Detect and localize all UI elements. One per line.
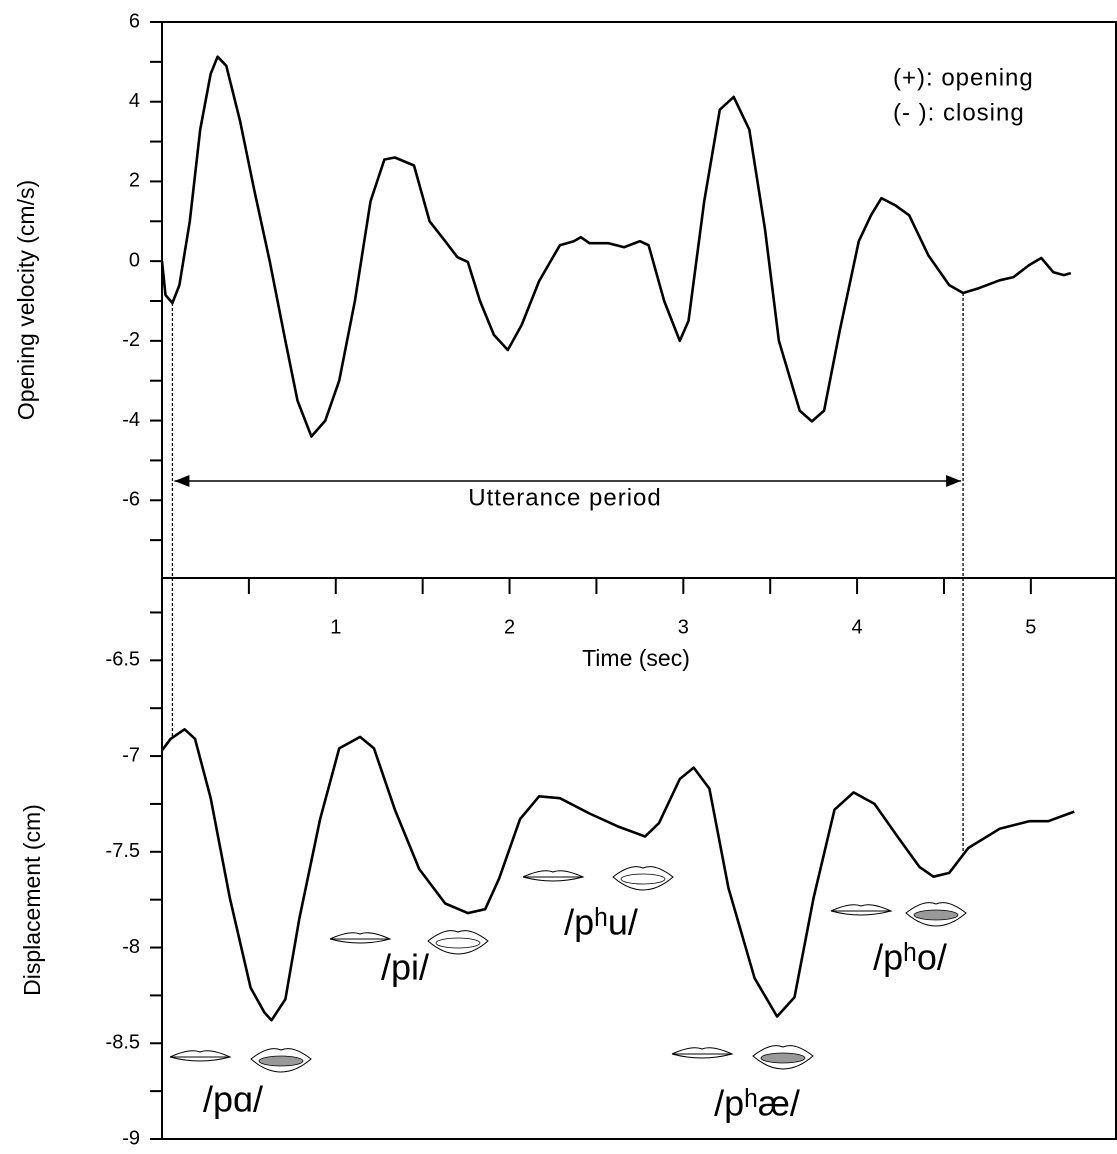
lip-closed xyxy=(169,1050,232,1062)
syllable-label: /pɑ/ xyxy=(203,1079,263,1120)
x-tick-label: 1 xyxy=(330,616,341,638)
lip-closed xyxy=(671,1047,734,1059)
utterance-label: Utterance period xyxy=(468,484,661,511)
syllable-label: /pʰu/ xyxy=(564,902,638,943)
x-tick-label: 2 xyxy=(504,616,515,638)
y-tick-label: -2 xyxy=(122,329,140,351)
syllable-label: /pi/ xyxy=(381,947,429,988)
x-tick-label: 4 xyxy=(852,616,863,638)
lip-mouth xyxy=(435,937,481,949)
y-tick-label: -6.5 xyxy=(106,649,140,671)
y-axis-title: Displacement (cm) xyxy=(19,804,45,996)
lip-closed xyxy=(522,870,585,882)
y-tick-label: -9 xyxy=(122,1127,140,1149)
syllable-label: /pʰæ/ xyxy=(714,1083,800,1124)
syllable-label: /pʰo/ xyxy=(873,937,947,978)
y-tick-label: 0 xyxy=(129,249,140,271)
line-series xyxy=(160,728,1075,1022)
lip-mouth xyxy=(913,909,959,921)
lip-closed xyxy=(830,904,893,916)
legend-note: (+): opening xyxy=(893,64,1034,91)
y-tick-label: -8.5 xyxy=(106,1032,140,1054)
y-tick-label: 2 xyxy=(129,170,140,192)
x-tick-label: 5 xyxy=(1025,616,1036,638)
y-tick-label: -7.5 xyxy=(106,840,140,862)
y-tick-label: -7 xyxy=(122,744,140,766)
lip-mouth xyxy=(620,873,666,885)
y-tick-label: -6 xyxy=(122,489,140,511)
lip-closed xyxy=(329,932,392,944)
y-tick-label: -4 xyxy=(122,409,140,431)
x-axis-title: Time (sec) xyxy=(582,645,690,671)
legend-note: (- ): closing xyxy=(893,99,1025,126)
x-tick-label: 3 xyxy=(678,616,689,638)
lip-mouth xyxy=(258,1055,304,1067)
y-tick-label: -8 xyxy=(122,936,140,958)
plot-frame xyxy=(161,21,1117,1140)
y-tick-label: 4 xyxy=(129,90,140,112)
line-series xyxy=(160,55,1072,438)
lip-mouth xyxy=(760,1052,806,1064)
y-tick-label: 6 xyxy=(129,10,140,32)
y-axis-title: Opening velocity (cm/s) xyxy=(13,180,39,420)
